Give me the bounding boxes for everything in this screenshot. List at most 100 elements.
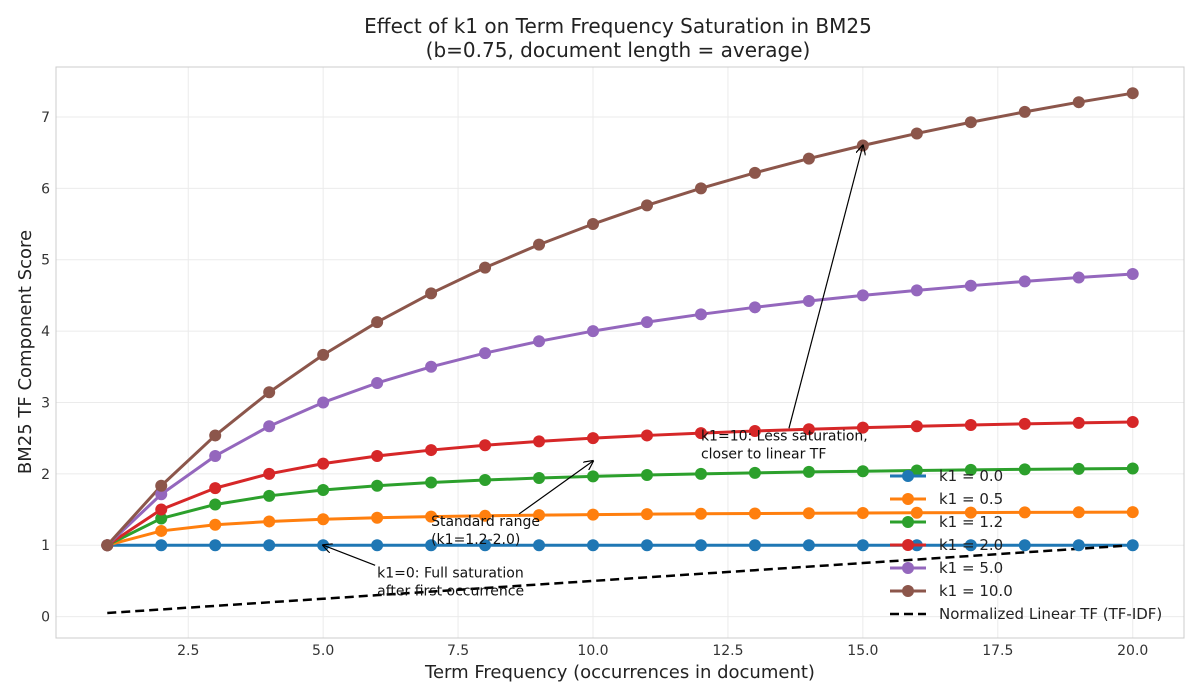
data-point-k1-1-2 [425,476,438,489]
x-axis-label: Term Frequency (occurrences in document) [424,662,815,683]
legend-label-normalized-linear-tf-tf-idf: Normalized Linear TF (TF-IDF) [939,605,1162,623]
series-lines [106,91,1133,615]
chart-subtitle: (b=0.75, document length = average) [426,38,811,62]
annotation-text-1: Standard range [431,514,540,530]
data-point-k1-0-0 [155,539,168,552]
data-point-k1-1-2 [802,465,815,478]
data-point-k1-0-0 [425,539,438,552]
data-point-k1-10-0 [533,238,546,251]
data-point-k1-1-2 [479,474,492,487]
data-point-k1-2-0 [910,420,923,433]
data-point-k1-0-5 [1126,506,1139,519]
data-point-k1-1-2 [910,464,923,477]
legend-marker-k1-0-0 [902,470,914,482]
data-point-k1-1-2 [640,468,653,481]
x-tick-label: 20.0 [1117,643,1148,659]
data-point-k1-2-0 [748,425,761,438]
legend-label-k1-0-0: k1 = 0.0 [939,467,1003,485]
data-point-k1-10-0 [910,127,923,140]
data-point-k1-10-0 [101,539,114,552]
data-point-k1-10-0 [802,152,815,165]
y-axis-ticks: 0 1 2 3 4 5 6 7 [41,110,50,626]
legend-label-k1-5-0: k1 = 5.0 [939,559,1003,577]
data-point-k1-0-0 [1126,539,1139,552]
data-point-k1-0-5 [317,513,330,526]
data-point-k1-0-5 [479,509,492,522]
data-point-k1-1-2 [694,467,707,480]
data-point-k1-5-0 [533,335,546,348]
data-point-k1-10-0 [748,166,761,179]
y-tick-label: 6 [41,181,50,197]
data-point-k1-1-2 [533,472,546,485]
data-point-k1-2-0 [964,419,977,432]
data-point-k1-2-0 [209,482,222,495]
data-point-k1-10-0 [587,218,600,231]
data-point-k1-2-0 [371,449,384,462]
data-point-k1-5-0 [155,488,168,501]
data-point-k1-0-0 [263,539,276,552]
data-point-k1-0-5 [587,508,600,521]
legend-marker-k1-2-0 [902,539,914,551]
data-point-k1-10-0 [1126,87,1139,100]
y-tick-label: 2 [41,467,50,483]
y-tick-label: 7 [41,110,50,126]
y-tick-label: 1 [41,538,50,554]
data-point-k1-0-0 [748,539,761,552]
data-point-k1-0-0 [640,539,653,552]
legend-label-k1-0-5: k1 = 0.5 [939,490,1003,508]
data-point-k1-5-0 [748,301,761,314]
grid-lines [56,67,1184,638]
data-point-k1-0-0 [533,539,546,552]
annotation-text-2: k1=10: Less saturation, [701,428,868,444]
data-point-k1-0-5 [533,509,546,522]
data-point-k1-10-0 [964,116,977,129]
plot-area-frame [55,66,1185,639]
legend-marker-k1-0-5 [902,493,914,505]
data-point-k1-10-0 [640,199,653,212]
data-point-k1-5-0 [587,325,600,338]
data-point-k1-5-0 [802,295,815,308]
data-point-k1-0-5 [263,515,276,528]
chart-title: Effect of k1 on Term Frequency Saturatio… [364,14,872,38]
data-point-k1-0-0 [371,539,384,552]
annotations: k1=0: Full saturation after first occurre… [323,146,868,599]
data-point-k1-1-2 [1072,462,1085,475]
data-point-k1-0-5 [1072,506,1085,519]
data-point-k1-5-0 [910,284,923,297]
legend-marker-k1-10-0 [902,585,914,597]
data-point-k1-5-0 [1126,267,1139,280]
data-point-k1-0-5 [155,524,168,537]
data-point-k1-0-5 [640,508,653,521]
annotation-text-1: (k1=1.2-2.0) [431,532,520,548]
data-point-k1-0-5 [748,507,761,520]
data-point-k1-2-0 [640,429,653,442]
data-point-k1-5-0 [694,308,707,321]
data-point-k1-0-5 [209,518,222,531]
y-tick-label: 0 [41,610,50,626]
data-point-k1-5-0 [1072,271,1085,284]
y-tick-label: 4 [41,324,50,340]
data-point-k1-0-5 [910,506,923,519]
data-point-k1-2-0 [479,439,492,452]
data-point-k1-1-2 [964,463,977,476]
data-point-k1-5-0 [317,396,330,409]
data-point-k1-2-0 [155,503,168,516]
legend-marker-k1-5-0 [902,562,914,574]
data-point-k1-0-0 [802,539,815,552]
data-point-k1-1-2 [748,466,761,479]
x-tick-label: 17.5 [982,643,1013,659]
data-point-k1-2-0 [317,457,330,470]
data-point-k1-2-0 [1126,415,1139,428]
legend-label-k1-10-0: k1 = 10.0 [939,582,1013,600]
annotation-text-0: after first occurrence [377,583,524,599]
data-point-k1-10-0 [1072,96,1085,109]
legend-label-k1-2-0: k1 = 2.0 [939,536,1003,554]
data-point-k1-5-0 [263,420,276,433]
data-point-k1-0-0 [1018,539,1031,552]
data-point-k1-5-0 [856,289,869,302]
data-point-k1-5-0 [640,316,653,329]
data-point-k1-2-0 [1018,417,1031,430]
x-tick-label: 12.5 [712,643,743,659]
data-point-k1-0-5 [964,506,977,519]
